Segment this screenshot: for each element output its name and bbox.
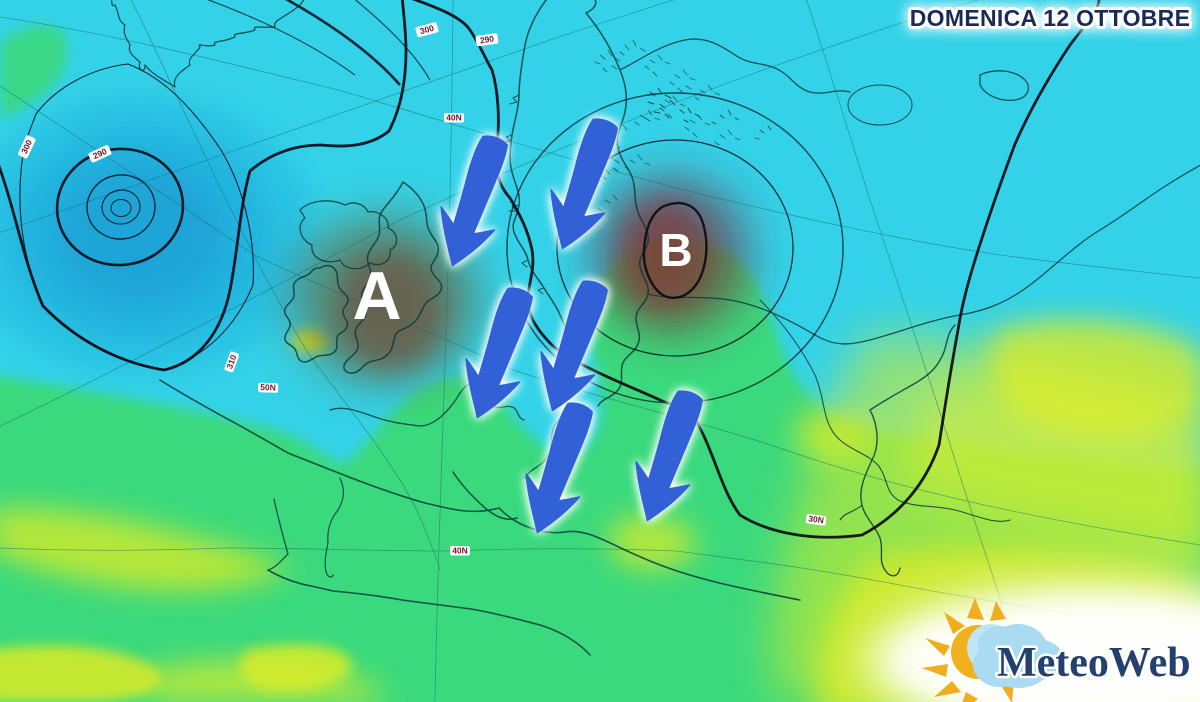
svg-text:B: B bbox=[659, 224, 692, 276]
svg-text:40N: 40N bbox=[452, 545, 468, 555]
svg-text:50N: 50N bbox=[260, 382, 276, 393]
svg-text:MeteoWeb: MeteoWeb bbox=[997, 640, 1191, 686]
svg-text:30N: 30N bbox=[808, 513, 825, 525]
svg-text:A: A bbox=[352, 258, 401, 334]
svg-text:40N: 40N bbox=[446, 112, 462, 122]
svg-text:290: 290 bbox=[479, 34, 495, 46]
svg-text:DOMENICA 12 OTTOBRE: DOMENICA 12 OTTOBRE bbox=[910, 5, 1190, 31]
